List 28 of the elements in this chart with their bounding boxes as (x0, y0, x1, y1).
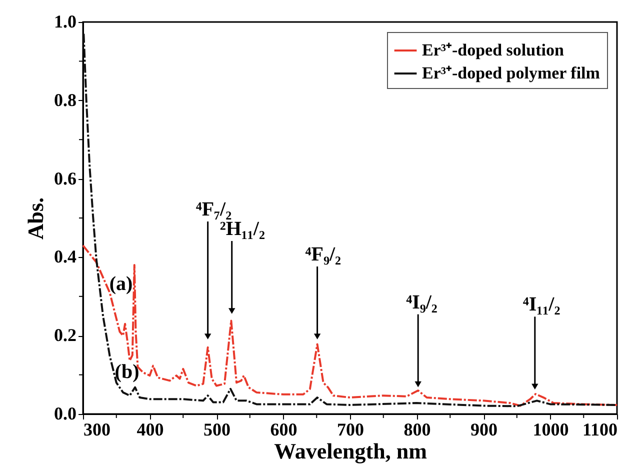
annotation: ⁴I₁₁/₂ (522, 294, 560, 316)
annotation: (b) (114, 361, 140, 383)
annotation: ⁴F₇/₂ (196, 198, 232, 220)
annotation: ⁴F₉/₂ (305, 243, 342, 266)
y-axis-title: Abs. (23, 197, 48, 240)
line-series (82, 32, 618, 408)
y-tick-label: 1.0 (54, 12, 76, 32)
x-tick-label: 1100 (582, 420, 618, 440)
y-tick-label: 0.8 (54, 90, 76, 110)
x-tick-label: 400 (136, 420, 164, 440)
annotation: ²H₁₁/₂ (220, 218, 265, 240)
legend-label: Er³⁺-doped solution (422, 40, 564, 60)
annotation: ⁴I₉/₂ (406, 291, 438, 314)
x-tick-label: 700 (337, 420, 364, 440)
legend-label: Er³⁺-doped polymer film (422, 64, 600, 82)
x-tick-label: 600 (270, 420, 298, 440)
x-tick-label: 1000 (532, 420, 569, 440)
annotation: (a) (109, 273, 133, 295)
line-series (82, 244, 618, 407)
y-tick-label: 0.0 (54, 404, 76, 424)
x-axis-title: Wavelength, nm (274, 438, 427, 464)
y-tick-label: 0.2 (54, 325, 76, 346)
x-tick-label: 500 (204, 420, 230, 440)
x-tick-label: 300 (84, 420, 110, 440)
y-tick-label: 0.6 (54, 168, 76, 188)
y-tick-label: 0.4 (54, 246, 76, 267)
x-tick-label: 800 (404, 420, 431, 440)
x-tick-label: 900 (470, 420, 498, 440)
